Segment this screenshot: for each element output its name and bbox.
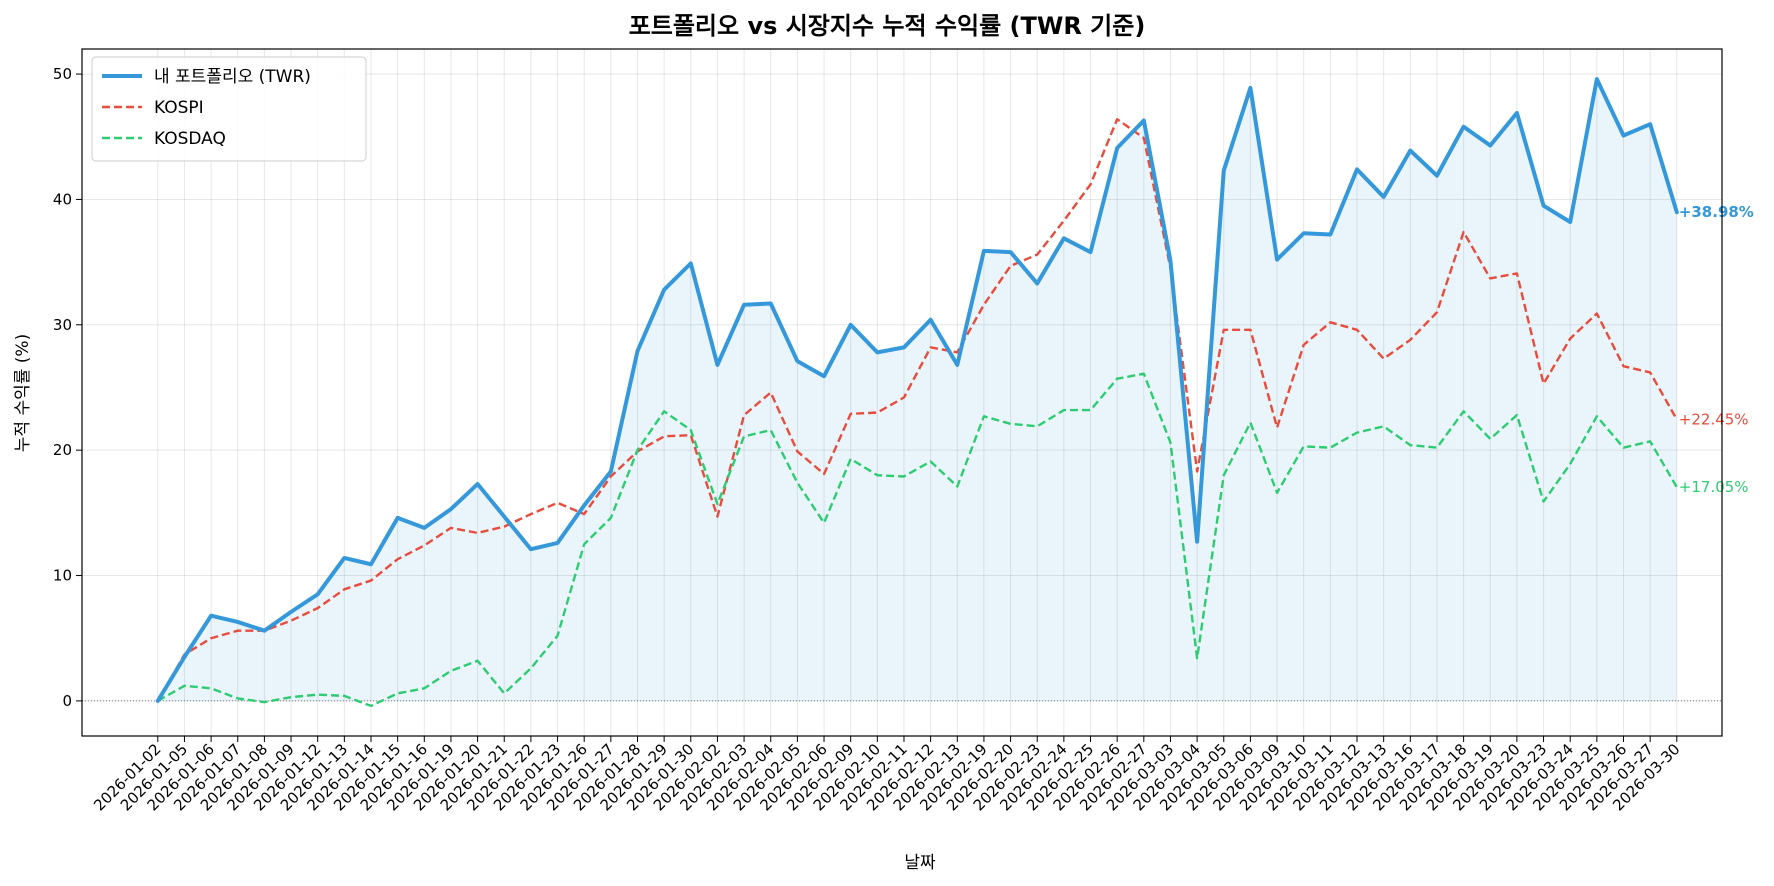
plot-area: 01020304050+38.98%+22.45%+17.05%2026-01-…: [53, 48, 1754, 814]
y-tick-label: 40: [53, 190, 72, 208]
series-line: [155, 77, 1679, 703]
y-tick-label: 20: [53, 441, 72, 459]
legend-label: 내 포트폴리오 (TWR): [154, 67, 311, 87]
series-end-label: +38.98%: [1679, 203, 1754, 221]
chart-title: 포트폴리오 vs 시장지수 누적 수익률 (TWR 기준): [629, 12, 1146, 40]
series-end-label: +22.45%: [1679, 410, 1749, 428]
plot-background: [82, 49, 1722, 736]
y-tick-label: 0: [62, 692, 72, 710]
legend-label: KOSDAQ: [154, 129, 226, 149]
y-tick-label: 30: [53, 316, 72, 334]
y-axis-label: 누적 수익률 (%): [13, 334, 33, 452]
y-tick-label: 10: [53, 567, 72, 585]
legend: 내 포트폴리오 (TWR) KOSPI KOSDAQ: [91, 56, 367, 162]
legend-box: [91, 56, 367, 162]
legend-label: KOSPI: [154, 98, 204, 118]
series-line: [156, 117, 1678, 702]
series-line: [157, 372, 1678, 708]
y-tick-label: 50: [53, 65, 72, 83]
plot-frame: [81, 48, 1723, 737]
x-axis-label: 날짜: [904, 853, 936, 873]
series-area-fill: [157, 79, 1677, 701]
series-end-label: +17.05%: [1679, 478, 1749, 496]
